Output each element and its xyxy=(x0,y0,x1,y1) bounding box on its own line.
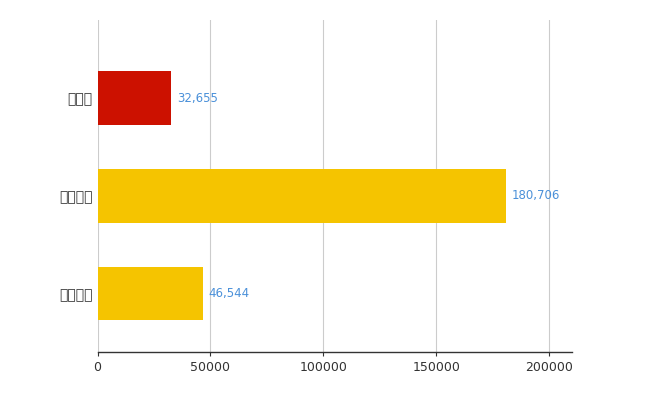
Bar xyxy=(98,71,172,125)
Text: 46,544: 46,544 xyxy=(208,287,250,300)
Bar xyxy=(98,266,203,320)
Text: 32,655: 32,655 xyxy=(177,92,218,105)
Text: 180,706: 180,706 xyxy=(512,189,560,202)
Bar xyxy=(98,169,506,223)
